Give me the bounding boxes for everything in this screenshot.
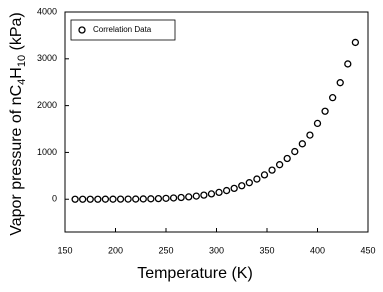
data-point xyxy=(298,140,307,148)
data-point xyxy=(222,186,231,195)
y-tick-label: 2000 xyxy=(37,100,57,110)
y-tick-label: 1000 xyxy=(37,147,57,157)
data-point xyxy=(328,94,337,102)
data-point xyxy=(336,79,344,87)
x-tick-label: 250 xyxy=(158,245,173,255)
data-point xyxy=(245,179,253,187)
data-point xyxy=(253,175,261,183)
legend-marker xyxy=(78,26,86,34)
data-point xyxy=(275,161,284,169)
data-point xyxy=(192,192,200,200)
data-point xyxy=(86,195,94,203)
data-point xyxy=(230,184,238,193)
data-point xyxy=(306,131,314,139)
data-point xyxy=(79,195,87,203)
x-axis-label: Temperature (K) xyxy=(137,265,253,282)
data-point xyxy=(139,195,147,203)
data-point xyxy=(351,38,360,47)
data-point xyxy=(185,193,193,201)
data-point xyxy=(94,195,102,203)
data-point xyxy=(116,195,125,203)
data-point xyxy=(147,195,155,203)
x-tick-label: 150 xyxy=(57,245,72,255)
data-point xyxy=(200,191,208,199)
data-point xyxy=(268,166,276,174)
y-tick-label: 4000 xyxy=(37,6,57,16)
legend-label: Correlation Data xyxy=(93,25,152,34)
data-point xyxy=(101,195,110,203)
x-tick-label: 400 xyxy=(310,245,325,255)
data-point xyxy=(238,182,246,190)
data-point xyxy=(124,195,132,203)
legend-box xyxy=(70,19,176,41)
data-point xyxy=(260,171,269,179)
y-axis-label: Vapor pressure of nC4H10 (kPa) xyxy=(8,12,28,236)
data-point xyxy=(215,188,223,197)
y-tick-label: 3000 xyxy=(37,53,57,63)
data-point xyxy=(177,193,185,202)
data-point xyxy=(207,190,216,198)
x-tick-label: 350 xyxy=(259,245,274,255)
data-point xyxy=(154,194,163,203)
data-point xyxy=(344,60,352,68)
data-point xyxy=(321,107,329,115)
data-point xyxy=(313,119,322,128)
data-point xyxy=(71,195,79,203)
x-tick-label: 450 xyxy=(360,245,375,255)
x-tick-label: 200 xyxy=(108,245,123,255)
data-point xyxy=(169,194,178,202)
data-point xyxy=(291,147,299,156)
data-point xyxy=(283,154,291,163)
data-point xyxy=(132,195,140,203)
x-tick-label: 300 xyxy=(209,245,224,255)
data-point xyxy=(162,194,170,202)
data-point xyxy=(109,195,117,203)
y-tick-label: 0 xyxy=(52,194,57,204)
